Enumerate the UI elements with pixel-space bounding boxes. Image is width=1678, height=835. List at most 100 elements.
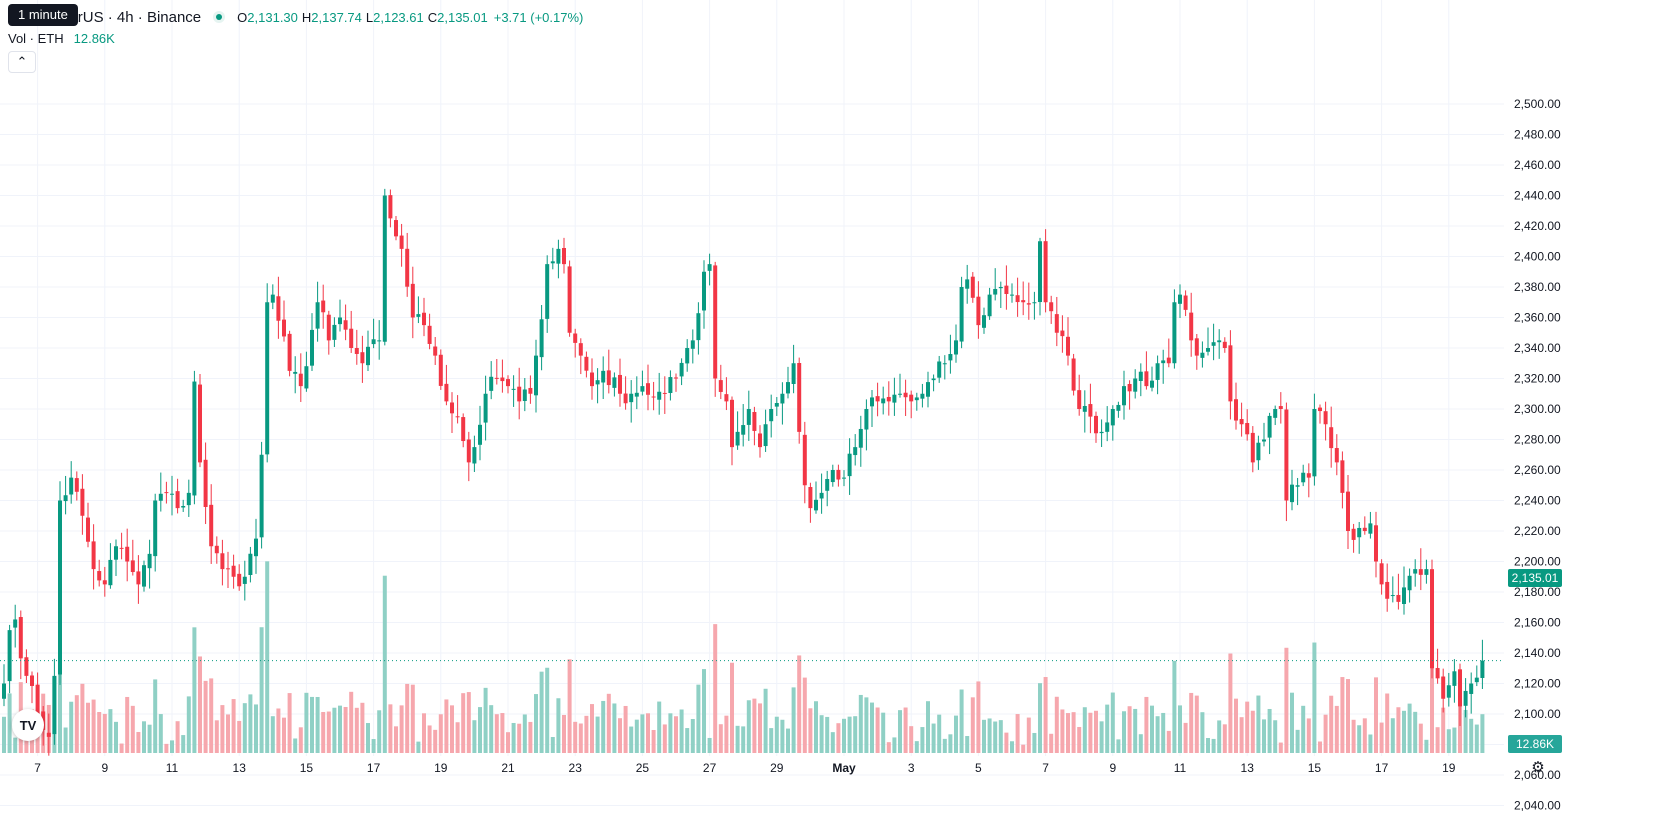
price-axis[interactable]: 2,040.002,060.002,080.002,100.002,120.00… [1514, 97, 1561, 813]
settings-gear-icon[interactable]: ⚙ [1531, 759, 1545, 776]
volume-bar [102, 713, 107, 753]
candle-body [780, 393, 785, 404]
collapse-legend-button[interactable]: ⌃ [8, 51, 36, 73]
candle-body [1334, 448, 1339, 463]
volume-bar [1178, 705, 1182, 753]
volume-bar [802, 677, 807, 753]
candle-body [942, 363, 947, 365]
candle-body [1116, 404, 1121, 411]
candle-body [69, 477, 74, 495]
candle-body [1385, 581, 1390, 599]
volume-bar [1463, 709, 1468, 753]
volume-bar [226, 714, 230, 753]
candle-body [1362, 527, 1367, 532]
candle-body [153, 500, 158, 557]
candle-body [35, 684, 40, 714]
volume-bar [1038, 683, 1042, 753]
candle-body [1256, 442, 1261, 461]
volume-bar [954, 715, 958, 753]
candle-body [1368, 523, 1373, 534]
candle-body [567, 266, 572, 333]
volume-bar [690, 719, 695, 753]
last-price-tag: 2,135.01 [1508, 569, 1562, 587]
candle-body [248, 553, 253, 575]
price-tick-label: 2,280.00 [1514, 433, 1561, 447]
candle-body [354, 347, 359, 354]
volume-bar [819, 715, 824, 753]
symbol-legend[interactable]: um / TetherUS · 4h · Binance O 2,131.30 H… [8, 6, 583, 28]
market-status-icon[interactable] [213, 11, 226, 23]
candle-body [590, 372, 594, 387]
high-label: H [301, 9, 312, 25]
candle-body [534, 355, 538, 396]
candle-body [444, 383, 449, 402]
volume-bar [662, 724, 667, 753]
candle-body [298, 373, 303, 387]
volume-bar [209, 678, 214, 753]
candle-body [1021, 300, 1026, 303]
volume-bar [1396, 707, 1401, 753]
candle-body [1267, 415, 1272, 438]
volume-bar [1362, 718, 1367, 753]
volume-bar [1374, 677, 1378, 753]
candle-body [914, 397, 919, 401]
candle-body [1390, 595, 1395, 597]
volume-bar [214, 720, 219, 753]
volume-bar [388, 704, 393, 753]
volume-legend[interactable]: Vol · ETH 12.86K [8, 31, 115, 46]
volume-bar [130, 705, 135, 753]
volume-bar [1474, 724, 1479, 753]
time-axis[interactable]: 7 9 11 13 15 17 19 21 23 25 27 29 May 3 5 7 9 11 13 15 17 19 [34, 761, 1456, 775]
volume-bar [998, 720, 1003, 753]
volume-bar [606, 693, 611, 753]
volume-bar [1200, 712, 1205, 753]
volume-bar [80, 683, 85, 753]
candle-body [450, 402, 454, 414]
volume-bar [1312, 642, 1317, 753]
volume-bar [298, 727, 303, 753]
price-tick-label: 2,120.00 [1514, 677, 1561, 691]
volume-bar [1122, 711, 1126, 753]
volume-bar [522, 714, 527, 753]
candle-body [892, 394, 897, 403]
candle-body [618, 374, 622, 394]
change-value: +3.71 (+0.17%) [493, 9, 584, 25]
candle-body [63, 495, 68, 502]
volume-bar [858, 694, 863, 753]
candle-body [802, 434, 807, 486]
candle-body [394, 220, 398, 237]
candle-body [114, 546, 118, 560]
candle-body [382, 195, 387, 342]
candle-body [623, 393, 628, 404]
volume-bar [976, 681, 981, 753]
candle-body [718, 380, 723, 392]
volume-bar [965, 736, 970, 753]
volume-bar [405, 683, 410, 753]
candle-body [438, 354, 443, 386]
candle-body [1082, 405, 1087, 412]
candle-body [433, 346, 438, 356]
volume-bar [539, 671, 544, 753]
candle-body [735, 431, 740, 446]
candle-body [752, 411, 757, 431]
tradingview-logo-icon[interactable]: TV [12, 709, 44, 741]
volume-bar [1222, 724, 1227, 753]
candlesticks [2, 188, 1485, 756]
volume-bar [1189, 692, 1194, 753]
candle-body [220, 553, 225, 570]
candle-body [1054, 314, 1059, 333]
time-tick-label: 3 [908, 761, 915, 775]
time-tick-label: 7 [34, 761, 41, 775]
candle-body [881, 398, 886, 404]
volume-bar [287, 693, 292, 753]
volume-bar [623, 705, 628, 753]
candle-body [1211, 342, 1216, 346]
candle-body [1239, 419, 1244, 425]
volume-bar [590, 704, 594, 753]
candle-body [427, 325, 432, 344]
candle-body [1273, 409, 1278, 418]
volume-bar [198, 656, 202, 753]
volume-bar [769, 728, 774, 753]
